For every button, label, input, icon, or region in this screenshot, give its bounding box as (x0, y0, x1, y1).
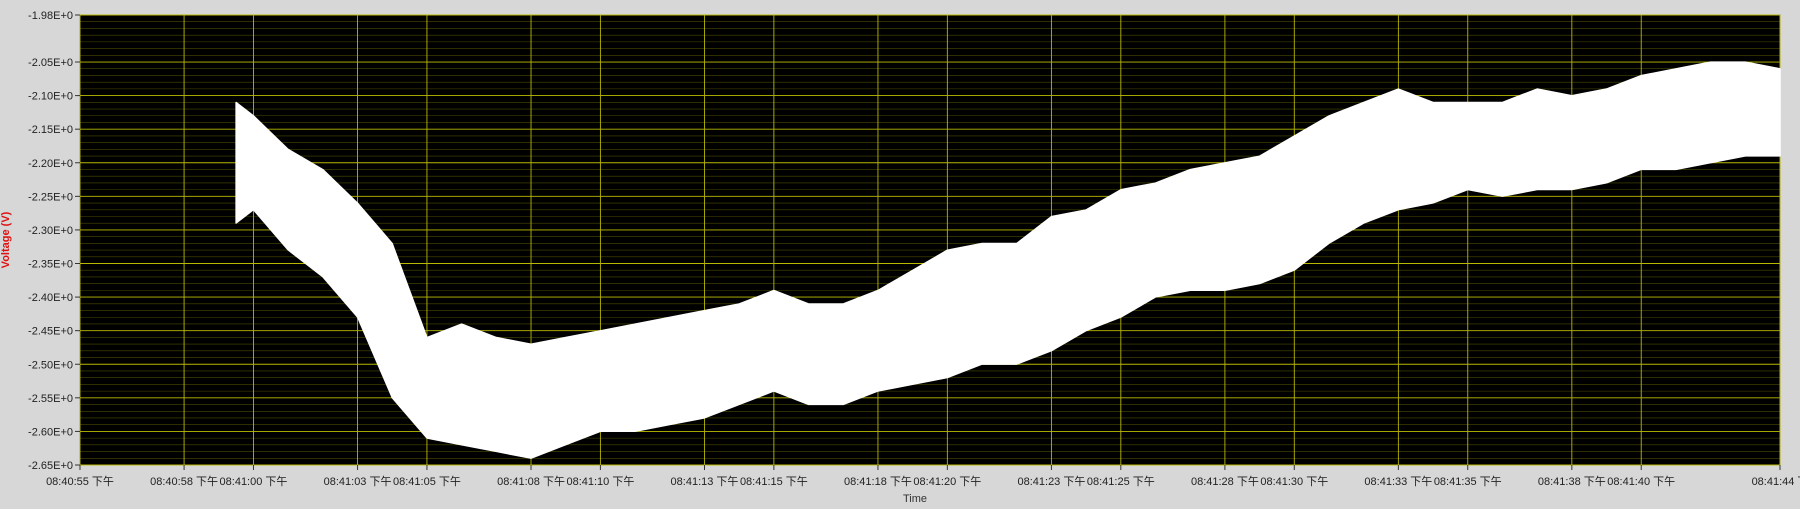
x-tick-label: 08:41:10 下午 (566, 475, 634, 488)
x-tick-label: 08:41:15 下午 (740, 475, 808, 488)
y-tick-label: -2.65E+0 (28, 460, 73, 472)
x-tick-label: 08:41:30 下午 (1260, 475, 1328, 488)
x-tick-label: 08:41:35 下午 (1434, 475, 1502, 488)
x-tick-label: 08:41:13 下午 (671, 475, 739, 488)
x-tick-label: 08:41:03 下午 (324, 475, 392, 488)
x-tick-label: 08:40:58 下午 (150, 475, 218, 488)
x-tick-label: 08:41:08 下午 (497, 475, 565, 488)
y-tick-label: -2.25E+0 (28, 191, 73, 203)
x-tick-label: 08:41:44 下 (1752, 476, 1800, 488)
y-axis: -1.98E+0 -2.05E+0 -2.10E+0 -2.15E+0 -2.20E+0… (28, 10, 80, 472)
y-tick-label: -2.55E+0 (28, 393, 73, 405)
x-tick-label: 08:41:38 下午 (1538, 475, 1606, 488)
x-axis: 08:40:55 下午 08:40:58 下午 08:41:00 下午 08:41:0… (46, 465, 1800, 488)
x-tick-label: 08:41:00 下午 (220, 475, 288, 488)
x-tick-label: 08:40:55 下午 (46, 475, 114, 488)
y-tick-label: -1.98E+0 (28, 10, 73, 22)
x-tick-label: 08:41:18 下午 (844, 475, 912, 488)
y-tick-label: -2.30E+0 (28, 225, 73, 237)
y-tick-label: -2.20E+0 (28, 158, 73, 170)
x-tick-label: 08:41:28 下午 (1191, 475, 1259, 488)
y-tick-label: -2.35E+0 (28, 259, 73, 271)
y-tick-label: -2.05E+0 (28, 57, 73, 69)
y-tick-label: -2.50E+0 (28, 359, 73, 371)
x-tick-label: 08:41:23 下午 (1017, 475, 1085, 488)
x-tick-label: 08:41:40 下午 (1607, 475, 1675, 488)
y-tick-label: -2.10E+0 (28, 91, 73, 103)
y-tick-label: -2.60E+0 (28, 426, 73, 438)
x-tick-label: 08:41:20 下午 (913, 475, 981, 488)
x-tick-label: 08:41:33 下午 (1364, 475, 1432, 488)
x-axis-title: Time (903, 493, 927, 504)
y-tick-label: -2.40E+0 (28, 292, 73, 304)
y-axis-title: Voltage (V) (0, 211, 12, 268)
x-tick-label: 08:41:05 下午 (393, 475, 461, 488)
x-tick-label: 08:41:25 下午 (1087, 475, 1155, 488)
voltage-trace (235, 61, 1781, 459)
y-tick-label: -2.45E+0 (28, 326, 73, 338)
y-tick-label: -2.15E+0 (28, 124, 73, 136)
